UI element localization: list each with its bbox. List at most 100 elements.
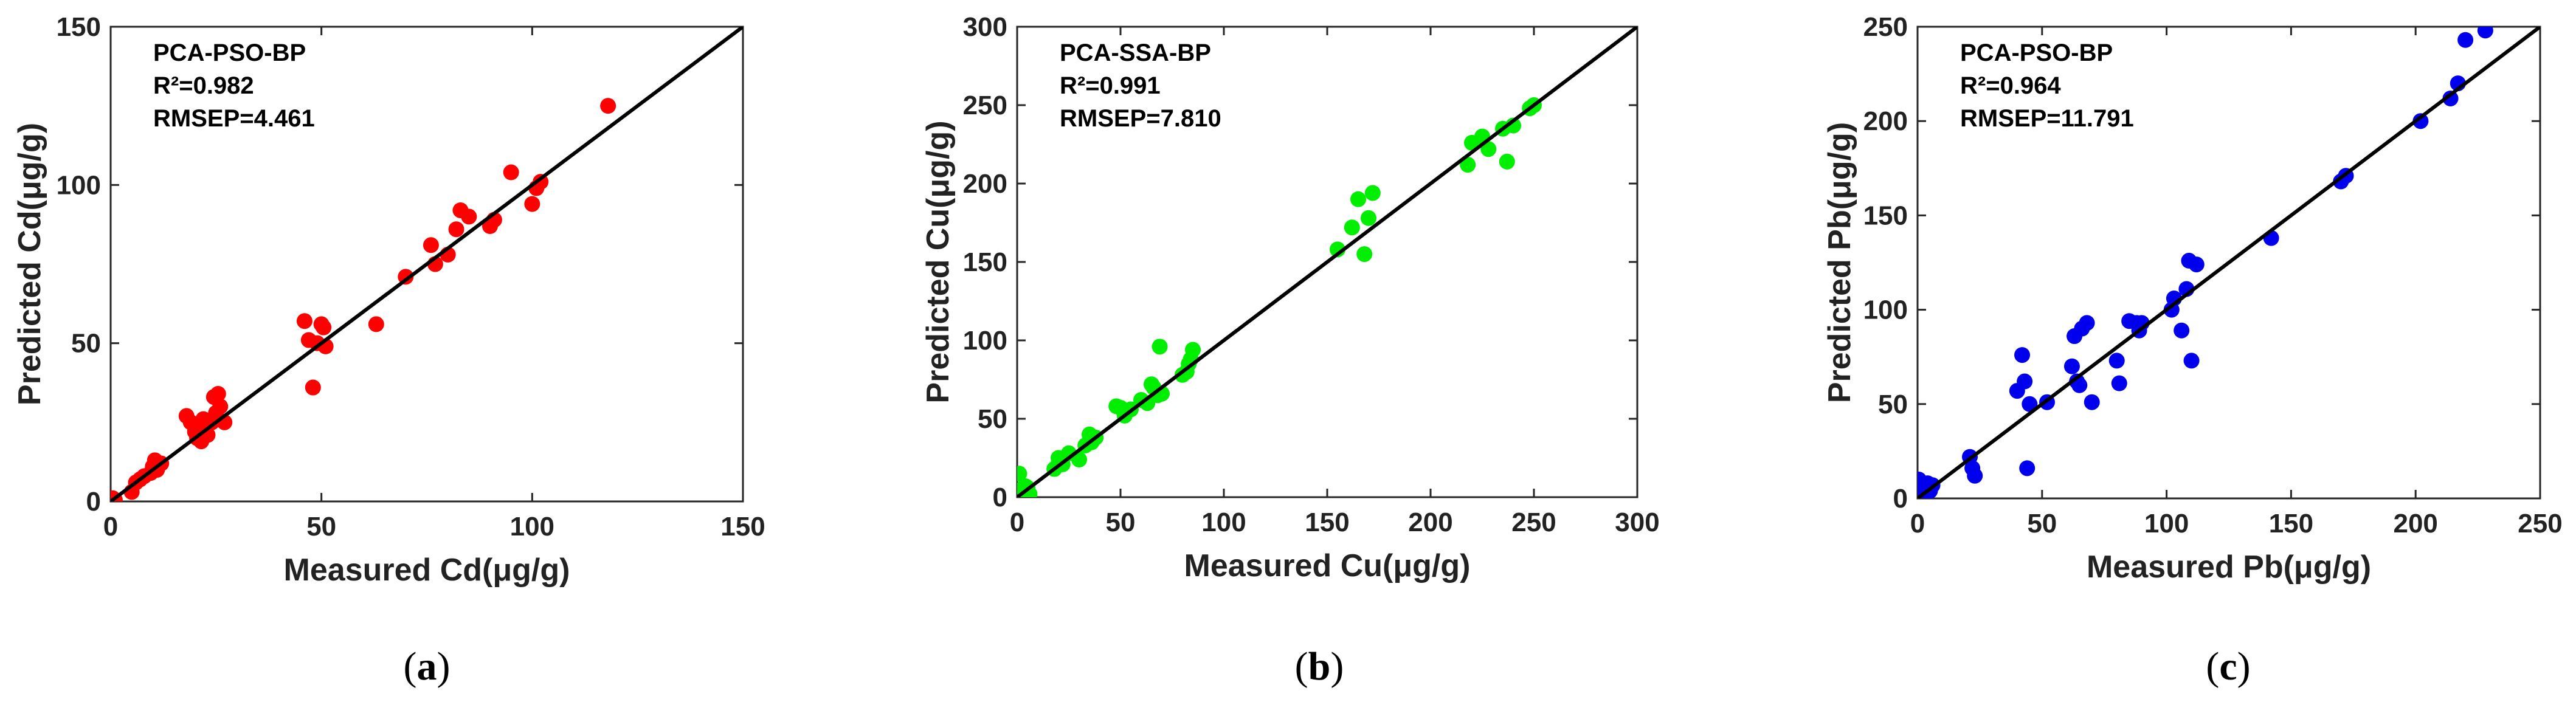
y-tick-label: 150 [963,247,1007,277]
data-point [1356,246,1373,263]
y-tick-label: 0 [1893,484,1908,514]
x-tick-label: 200 [2393,509,2437,539]
x-axis-label: Measured Cu(μg/g) [1184,548,1471,583]
x-tick-label: 50 [306,512,336,542]
data-point [1460,157,1476,173]
data-point [305,379,321,396]
r2-value: R²=0.964 [1960,72,2061,99]
y-tick-label: 150 [1863,201,1908,230]
x-axis-label: Measured Cd(μg/g) [284,552,570,588]
fit-line [111,27,743,501]
data-point [1071,452,1087,468]
data-point [1350,191,1366,207]
data-point [1185,342,1201,358]
data-point [1152,339,1168,355]
data-point [2111,375,2127,391]
rmsep-value: RMSEP=4.461 [153,105,315,132]
model-name: PCA-PSO-BP [153,40,306,66]
y-axis-label: Predicted Cd(μg/g) [12,123,47,405]
y-tick-label: 250 [1863,12,1908,42]
data-point [2442,90,2459,106]
data-point [2071,377,2088,393]
data-point [2022,396,2038,412]
y-tick-label: 50 [1878,390,1908,419]
rmsep-value: RMSEP=11.791 [1960,105,2134,132]
data-point [1361,210,1376,226]
data-point [212,398,229,415]
y-tick-label: 0 [86,487,101,517]
y-tick-label: 200 [1863,106,1908,136]
data-point [1967,467,1983,484]
data-point [316,319,332,336]
y-tick-label: 250 [963,91,1007,120]
x-tick-label: 0 [103,512,118,542]
data-point [2174,322,2190,339]
x-tick-label: 150 [2269,509,2313,539]
y-axis-label: Predicted Pb(μg/g) [1822,122,1857,403]
x-tick-label: 100 [1201,508,1246,537]
data-point [1364,185,1381,201]
data-point [1499,153,1515,170]
data-point [2019,460,2036,477]
panel-caption: (b) [1295,644,1344,689]
y-tick-label: 50 [71,329,101,359]
x-tick-label: 200 [1408,508,1452,537]
caption-close: ) [437,644,451,689]
y-tick-label: 300 [963,12,1007,42]
y-tick-label: 150 [57,12,101,42]
y-tick-label: 100 [1863,295,1908,325]
x-tick-label: 100 [510,512,554,542]
data-point [2412,113,2429,129]
data-point [600,98,616,114]
panel-a: 0 50 100 150 0 50 100 150 Measured Cd(μg/g) Predi… [12,12,765,689]
data-point [2017,373,2033,390]
rmsep-value: RMSEP=7.810 [1060,105,1221,132]
caption-open: ( [404,644,417,689]
data-point [296,313,313,329]
r2-value: R²=0.982 [153,72,254,99]
r2-value: R²=0.991 [1060,72,1161,99]
data-point [2108,353,2125,369]
x-tick-label: 100 [2144,509,2189,539]
data-point [2063,358,2080,374]
data-point [1017,466,1027,482]
x-tick-label: 0 [1010,508,1024,537]
y-tick-label: 100 [57,170,101,200]
x-tick-label: 50 [2027,509,2057,539]
x-tick-label: 250 [1511,508,1556,537]
caption-letter: a [417,644,437,689]
panel-caption: (c) [2206,644,2250,689]
data-point [1344,219,1360,236]
data-point [368,316,384,332]
scatter-series [1918,27,2493,498]
data-point [2084,394,2100,410]
y-axis-label: Predicted Cu(μg/g) [920,120,956,403]
data-point [2457,32,2474,48]
fit-line [1918,27,2540,498]
data-point [503,164,519,181]
panel-c: 0 50 100 150 200 250 0 50 100 150 200 250 Measured P… [1822,12,2563,689]
x-tick-label: 150 [720,512,765,542]
y-tick-label: 50 [978,404,1007,434]
data-point [2014,347,2031,363]
data-point [2477,27,2493,39]
caption-close: ) [1330,644,1344,689]
y-tick-label: 200 [963,169,1007,199]
data-point [210,385,226,402]
caption-open: ( [2206,644,2219,689]
data-point [1480,141,1497,157]
data-point [2183,353,2200,369]
data-point [423,237,439,253]
data-point [2188,256,2205,273]
caption-letter: c [2219,644,2237,689]
x-axis-label: Measured Pb(μg/g) [2087,549,2371,585]
caption-open: ( [1295,644,1308,689]
data-point [448,221,464,238]
x-tick-label: 50 [1106,508,1136,537]
caption-letter: b [1308,644,1331,689]
data-point [2079,315,2095,331]
y-tick-label: 0 [993,483,1007,512]
panel-b: 0 50 100 150 200 250 300 0 50 100 150 200 250 300 Meas… [920,12,1660,689]
